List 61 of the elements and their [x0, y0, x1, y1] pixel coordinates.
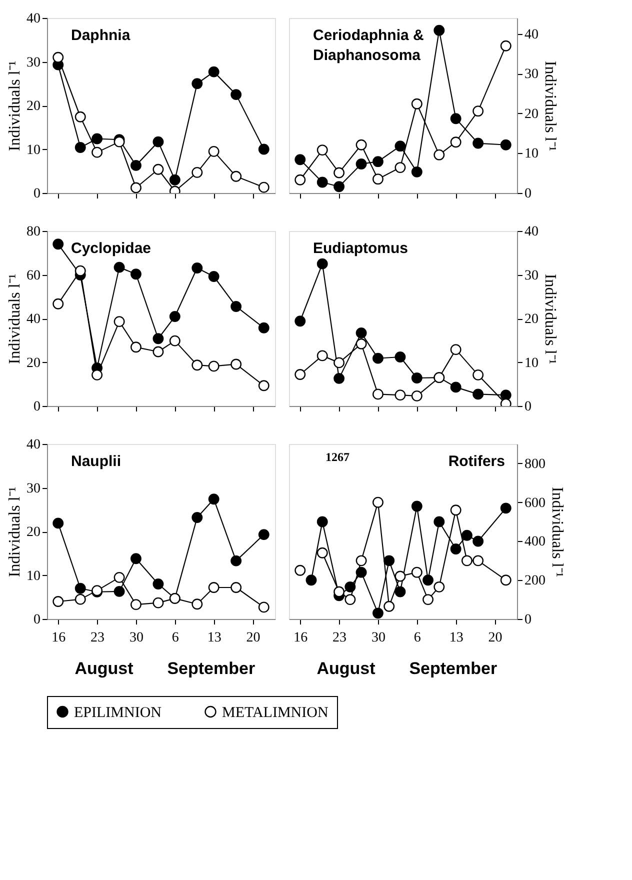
- y-tick-label: 20: [26, 99, 40, 114]
- y-tick-label: 0: [34, 186, 40, 202]
- y-axis-title: Individuals l⁻¹: [6, 486, 24, 578]
- y-tick-label: 0: [34, 400, 40, 414]
- y-tick-label: 40: [26, 438, 40, 452]
- y-tick-label: 80: [26, 224, 40, 240]
- y-tick-label: 10: [26, 568, 40, 584]
- x-tick-label: 30: [129, 630, 144, 646]
- y-tick-label: 60: [26, 268, 40, 284]
- text: September: [409, 659, 498, 678]
- x-tick-label: 23: [332, 630, 347, 646]
- text: August: [316, 659, 376, 678]
- x-tick-label: 6: [172, 630, 179, 646]
- y-tick-label: 30: [524, 268, 538, 284]
- x-tick-label: 13: [207, 630, 222, 646]
- y-axis-title: Individuals l⁻¹: [548, 486, 566, 578]
- y-tick-label: 30: [26, 481, 40, 496]
- x-tick-label: 30: [371, 630, 386, 646]
- y-tick-label: 40: [26, 312, 40, 327]
- y-tick-label: 0: [524, 186, 532, 202]
- y-tick-label: 20: [524, 312, 538, 327]
- y-tick-label: 20: [26, 525, 40, 540]
- y-tick-label: 20: [26, 356, 40, 371]
- text: September: [167, 659, 256, 678]
- text: Cyclopidae: [71, 240, 152, 257]
- y-axis-title: Individuals l⁻¹: [6, 274, 24, 364]
- x-tick-label: 13: [449, 630, 464, 646]
- text: Rotifers: [448, 453, 505, 470]
- y-tick-label: 600: [524, 496, 546, 511]
- text: Daphnia: [71, 27, 131, 44]
- y-axis-title: Individuals l⁻¹: [542, 274, 558, 364]
- legend-label: METALIMNION: [222, 704, 328, 721]
- x-tick-label: 23: [90, 630, 105, 646]
- y-tick-label: 10: [26, 142, 40, 158]
- y-tick-label: 40: [524, 27, 538, 42]
- y-tick-label: 10: [524, 146, 538, 162]
- x-tick-label: 6: [414, 630, 421, 646]
- y-tick-label: 10: [524, 356, 538, 371]
- y-tick-label: 200: [524, 574, 546, 589]
- text: Ceriodaphnia & Diaphanosoma: [313, 27, 424, 64]
- y-tick-label: 40: [524, 224, 538, 240]
- y-tick-label: 30: [524, 67, 538, 82]
- annotation: 1267: [325, 450, 350, 464]
- x-tick-label: 20: [488, 630, 502, 646]
- x-tick-label: 16: [294, 630, 308, 646]
- text: Nauplii: [71, 453, 122, 470]
- y-tick-label: 400: [524, 534, 546, 550]
- y-axis-title: Individuals l⁻¹: [542, 60, 558, 152]
- y-tick-label: 20: [524, 106, 538, 122]
- x-tick-label: 16: [52, 630, 66, 646]
- y-tick-label: 800: [524, 456, 546, 472]
- text: August: [74, 659, 134, 678]
- y-tick-label: 0: [524, 612, 532, 628]
- legend-label: EPILIMNION: [74, 704, 162, 721]
- text: Eudiaptomus: [313, 240, 408, 257]
- y-axis-title: Individuals l⁻¹: [6, 60, 24, 152]
- y-tick-label: 30: [26, 55, 40, 70]
- x-tick-label: 20: [246, 630, 260, 646]
- y-tick-label: 0: [34, 612, 40, 628]
- y-tick-label: 0: [524, 400, 532, 414]
- y-tick-label: 40: [26, 12, 40, 26]
